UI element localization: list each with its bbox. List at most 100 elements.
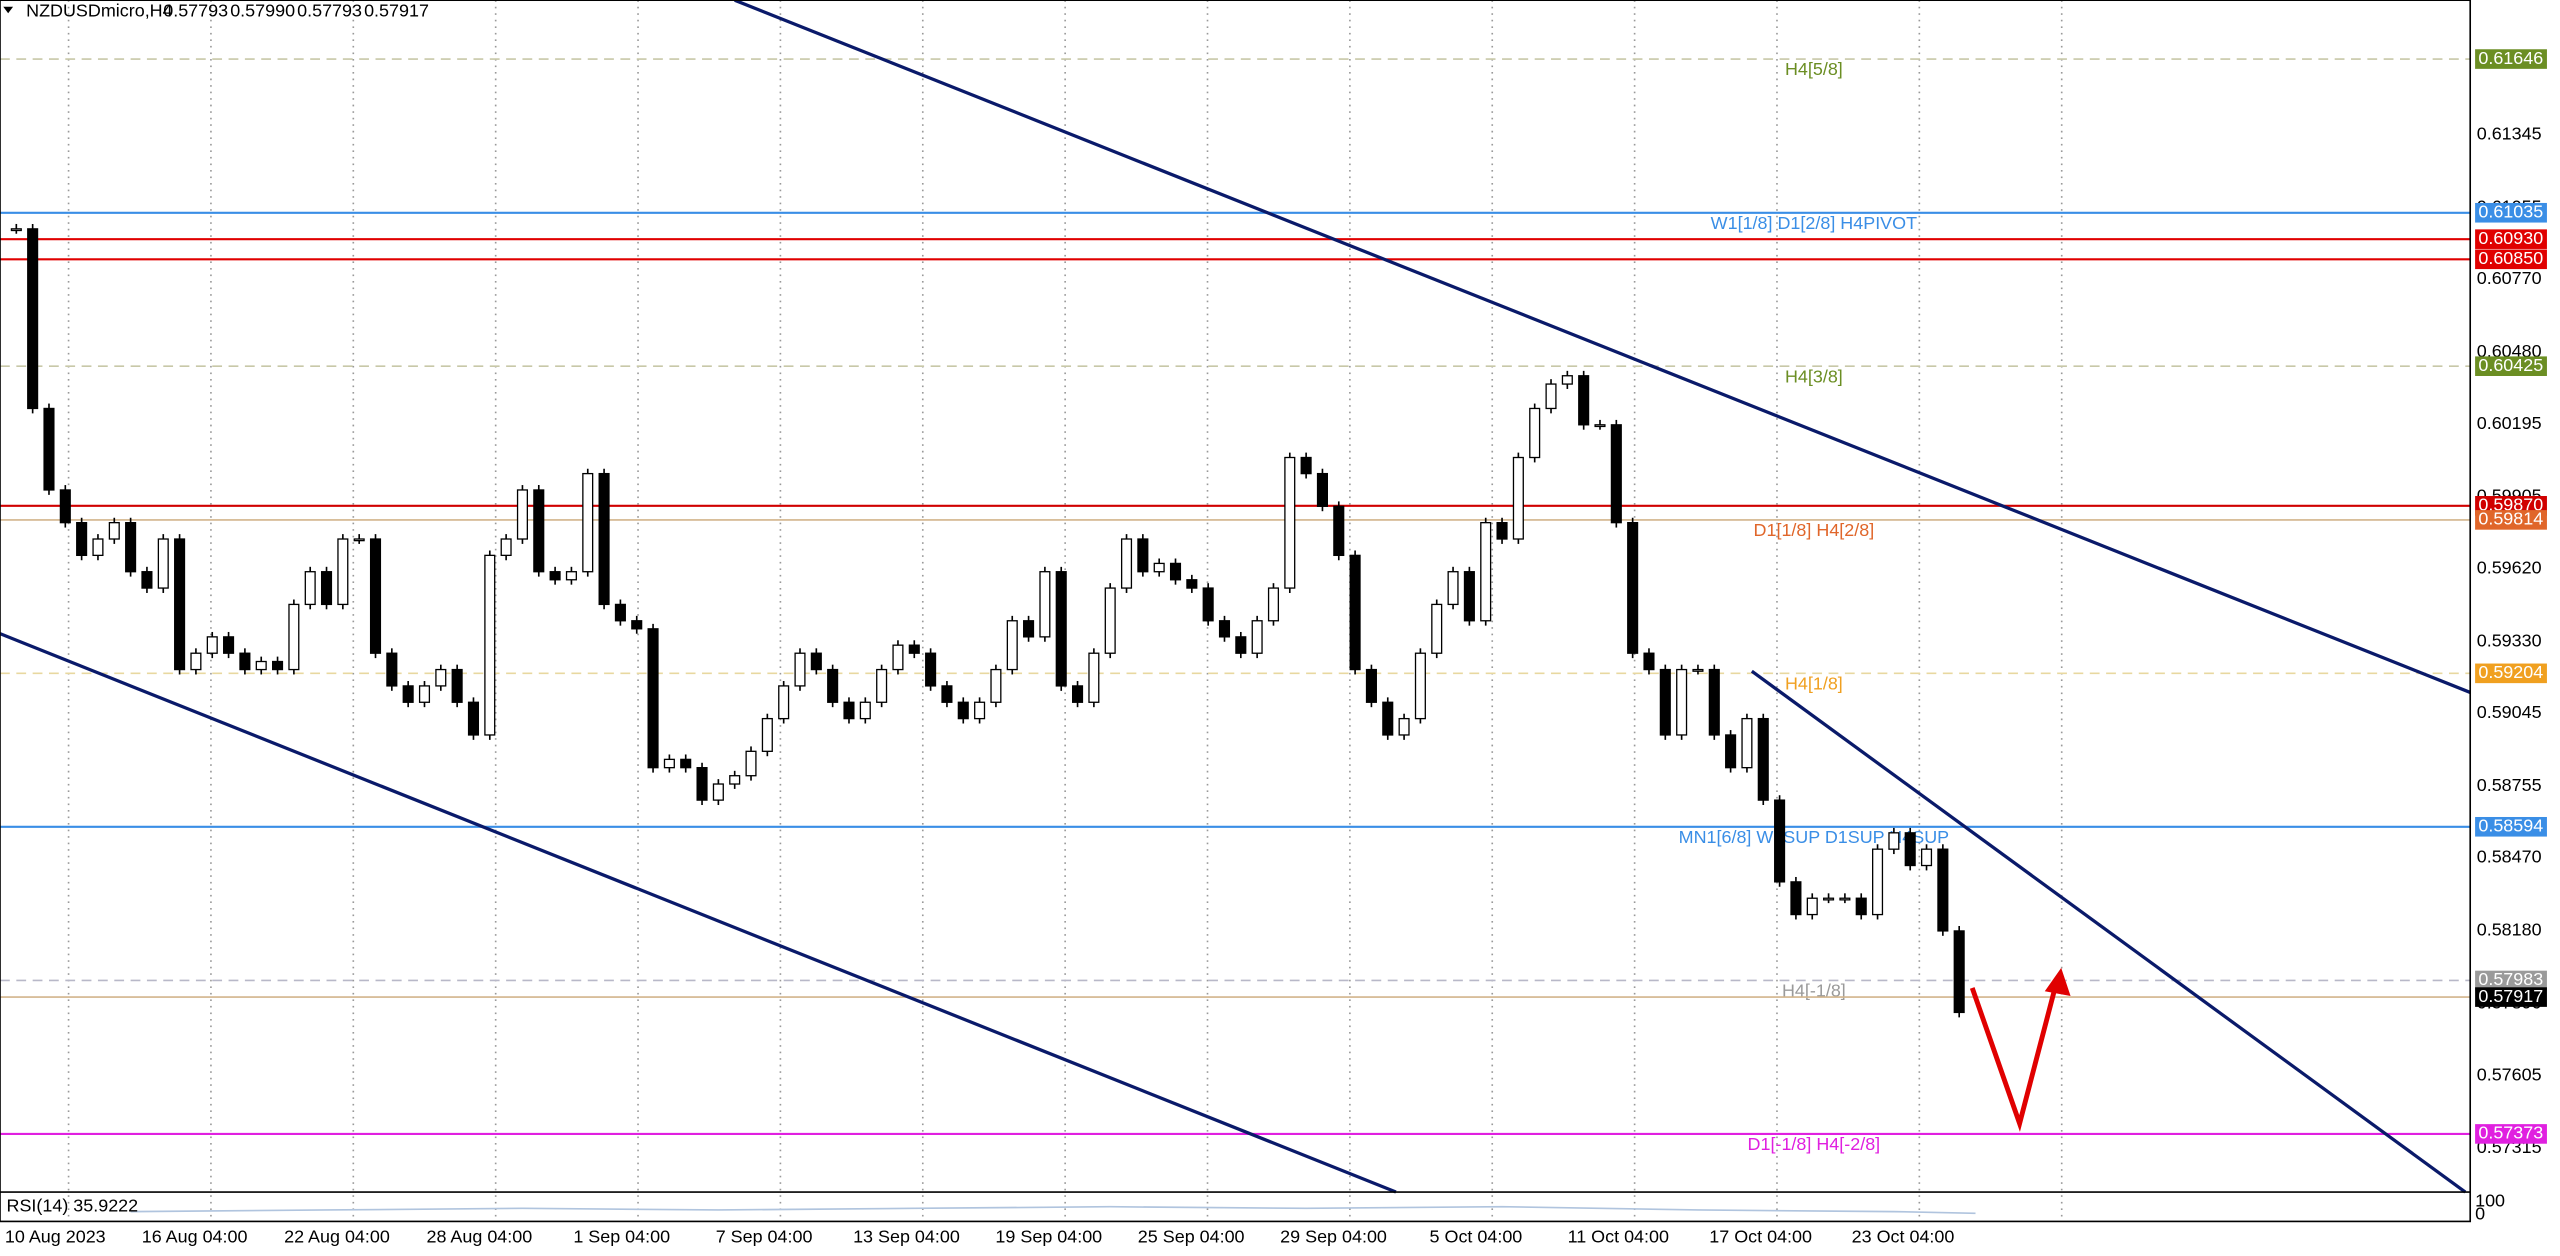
ohlc-value: 0.57917 [364, 0, 429, 20]
candle [1120, 538, 1133, 589]
candle [369, 538, 382, 654]
candle [941, 685, 953, 703]
candle [745, 750, 757, 777]
candle [451, 668, 463, 703]
candle [1790, 881, 1802, 916]
candle [1251, 620, 1263, 654]
candle [516, 489, 528, 540]
grid [67, 0, 2063, 1222]
candle [908, 644, 920, 654]
level-label: H4[5/8] [1785, 59, 1843, 79]
candle [810, 652, 822, 671]
candle [876, 668, 888, 703]
price-box [2475, 229, 2547, 249]
price-label: 0.60195 [2477, 413, 2542, 433]
candle [549, 571, 561, 581]
candle [1055, 571, 1067, 687]
price-label: 0.58755 [2477, 775, 2542, 795]
candle [1333, 505, 1345, 557]
price-label: 0.58470 [2477, 847, 2542, 867]
level-label: H4[3/8] [1785, 366, 1843, 386]
date-label: 23 Oct 04:00 [1852, 1226, 1955, 1246]
candle [663, 758, 675, 769]
price-box-label: 0.57983 [2478, 969, 2543, 989]
candle [1872, 848, 1884, 916]
candle [418, 685, 431, 703]
price-box [2475, 510, 2547, 530]
level-label: H4[1/8] [1785, 674, 1843, 694]
date-label: 10 Aug 2023 [5, 1226, 106, 1246]
date-label: 11 Oct 04:00 [1568, 1226, 1669, 1246]
candle [1414, 652, 1426, 720]
date-label: 17 Oct 04:00 [1709, 1226, 1812, 1246]
price-box [2475, 202, 2547, 223]
level-label: MN1[6/8] W1SUP D1SUP H4SUP [1679, 827, 1950, 847]
candle [320, 571, 333, 606]
rsi-scale: 0 [2475, 1204, 2485, 1224]
candle [1774, 799, 1786, 883]
rsi-line [130, 1205, 1976, 1215]
candle [1627, 522, 1639, 654]
ohlc: 0.57793 0.57990 0.57793 0.57917 [163, 0, 429, 20]
candle [92, 538, 104, 557]
candle [1855, 897, 1867, 916]
candle [827, 668, 839, 703]
candle [27, 228, 39, 410]
date-label: 13 Sep 04:00 [853, 1226, 960, 1246]
candle [696, 767, 708, 801]
rsi-label: RSI(14) 35.9222 [7, 1195, 139, 1215]
levels: H4[5/8] W1[1/8] D1[2/8] H4PIVOT H4[3/8] D1[… [0, 58, 2471, 1154]
candle [1431, 603, 1443, 654]
candle [1235, 636, 1247, 654]
date-label: 19 Sep 04:00 [995, 1226, 1102, 1246]
candle [729, 775, 741, 785]
candle [614, 603, 626, 622]
date-label: 25 Sep 04:00 [1138, 1226, 1245, 1246]
candle [631, 620, 643, 630]
date-label: 22 Aug 04:00 [284, 1226, 390, 1246]
level-label: H4[-1/8] [1782, 981, 1846, 1001]
candle [1316, 472, 1329, 507]
candle [1463, 571, 1475, 622]
trend-lines [0, 0, 2471, 1194]
candle [1888, 832, 1900, 850]
candle [1806, 897, 1818, 916]
candle [1757, 717, 1769, 801]
candle [272, 660, 284, 671]
candle [1300, 456, 1312, 475]
forecast-arrow [1969, 979, 2060, 1132]
date-label: 7 Sep 04:00 [716, 1226, 813, 1246]
candle [59, 489, 71, 524]
price-label: 0.59620 [2477, 557, 2542, 577]
date-label: 16 Aug 04:00 [142, 1226, 248, 1246]
candle [1594, 424, 1606, 428]
candle [925, 652, 937, 687]
price-box-label: 0.58594 [2478, 816, 2543, 836]
candle [1023, 620, 1035, 638]
candle [174, 538, 186, 671]
header-icon[interactable] [3, 6, 14, 14]
candle [1937, 848, 1949, 932]
price-box [2475, 816, 2547, 837]
candle [353, 538, 365, 542]
trend-line [1750, 669, 2467, 1194]
price-box [2475, 663, 2547, 684]
candle [1365, 668, 1377, 703]
candle [239, 652, 251, 671]
candle [1496, 522, 1508, 540]
candles [10, 223, 1965, 1018]
candle [859, 701, 871, 720]
level-label: D1[-1/8] H4[-2/8] [1748, 1134, 1881, 1154]
candle [1904, 832, 1916, 867]
candle [1186, 579, 1198, 589]
ohlc-value: 0.57990 [230, 0, 295, 20]
candle [1398, 717, 1410, 736]
candle [794, 652, 806, 687]
price-box-label: 0.61035 [2478, 201, 2543, 221]
candle [680, 758, 692, 769]
candle [778, 685, 790, 720]
price-label: 0.60770 [2477, 268, 2542, 288]
price-box [2475, 49, 2547, 69]
candle [761, 717, 773, 752]
